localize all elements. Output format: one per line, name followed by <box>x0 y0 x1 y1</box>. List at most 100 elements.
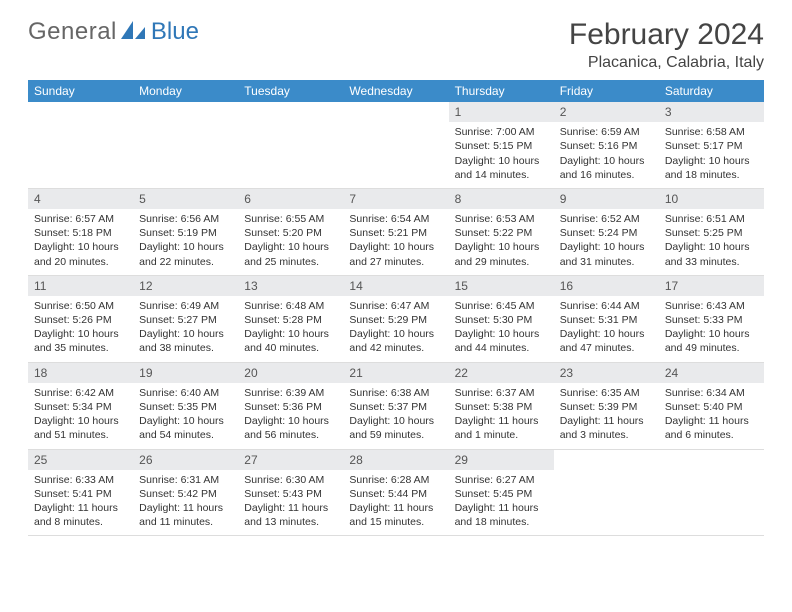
weekday-header: Wednesday <box>343 80 448 102</box>
calendar-cell: 3Sunrise: 6:58 AMSunset: 5:17 PMDaylight… <box>659 102 764 188</box>
daylight-text: Daylight: 11 hours and 8 minutes. <box>34 501 127 529</box>
day-body <box>659 454 764 516</box>
sunset-text: Sunset: 5:42 PM <box>139 487 232 501</box>
day-body: Sunrise: 6:56 AMSunset: 5:19 PMDaylight:… <box>133 209 238 275</box>
sunrise-text: Sunrise: 6:38 AM <box>349 386 442 400</box>
sunset-text: Sunset: 5:26 PM <box>34 313 127 327</box>
calendar-table: Sunday Monday Tuesday Wednesday Thursday… <box>28 80 764 536</box>
calendar-cell: 24Sunrise: 6:34 AMSunset: 5:40 PMDayligh… <box>659 362 764 449</box>
day-body: Sunrise: 6:55 AMSunset: 5:20 PMDaylight:… <box>238 209 343 275</box>
day-body: Sunrise: 6:42 AMSunset: 5:34 PMDaylight:… <box>28 383 133 449</box>
calendar-cell: 15Sunrise: 6:45 AMSunset: 5:30 PMDayligh… <box>449 275 554 362</box>
calendar-cell: 18Sunrise: 6:42 AMSunset: 5:34 PMDayligh… <box>28 362 133 449</box>
logo-sail-icon <box>121 18 147 46</box>
day-number: 12 <box>133 276 238 296</box>
sunset-text: Sunset: 5:40 PM <box>665 400 758 414</box>
daylight-text: Daylight: 10 hours and 38 minutes. <box>139 327 232 355</box>
calendar-cell: 5Sunrise: 6:56 AMSunset: 5:19 PMDaylight… <box>133 188 238 275</box>
sunrise-text: Sunrise: 6:47 AM <box>349 299 442 313</box>
daylight-text: Daylight: 10 hours and 16 minutes. <box>560 154 653 182</box>
sunrise-text: Sunrise: 6:59 AM <box>560 125 653 139</box>
location-subtitle: Placanica, Calabria, Italy <box>569 54 764 72</box>
day-body: Sunrise: 6:52 AMSunset: 5:24 PMDaylight:… <box>554 209 659 275</box>
sunrise-text: Sunrise: 6:44 AM <box>560 299 653 313</box>
sunset-text: Sunset: 5:18 PM <box>34 226 127 240</box>
calendar-cell: 22Sunrise: 6:37 AMSunset: 5:38 PMDayligh… <box>449 362 554 449</box>
day-body: Sunrise: 6:35 AMSunset: 5:39 PMDaylight:… <box>554 383 659 449</box>
logo-text-blue: Blue <box>151 18 199 46</box>
calendar-cell <box>659 449 764 536</box>
calendar-cell: 19Sunrise: 6:40 AMSunset: 5:35 PMDayligh… <box>133 362 238 449</box>
sunset-text: Sunset: 5:33 PM <box>665 313 758 327</box>
calendar-cell: 12Sunrise: 6:49 AMSunset: 5:27 PMDayligh… <box>133 275 238 362</box>
sunset-text: Sunset: 5:34 PM <box>34 400 127 414</box>
calendar-cell: 8Sunrise: 6:53 AMSunset: 5:22 PMDaylight… <box>449 188 554 275</box>
sunrise-text: Sunrise: 6:30 AM <box>244 473 337 487</box>
daylight-text: Daylight: 10 hours and 47 minutes. <box>560 327 653 355</box>
daylight-text: Daylight: 10 hours and 27 minutes. <box>349 240 442 268</box>
daylight-text: Daylight: 11 hours and 6 minutes. <box>665 414 758 442</box>
daylight-text: Daylight: 11 hours and 3 minutes. <box>560 414 653 442</box>
day-body: Sunrise: 6:40 AMSunset: 5:35 PMDaylight:… <box>133 383 238 449</box>
daylight-text: Daylight: 10 hours and 40 minutes. <box>244 327 337 355</box>
day-body: Sunrise: 6:28 AMSunset: 5:44 PMDaylight:… <box>343 470 448 536</box>
calendar-cell: 20Sunrise: 6:39 AMSunset: 5:36 PMDayligh… <box>238 362 343 449</box>
day-body: Sunrise: 6:49 AMSunset: 5:27 PMDaylight:… <box>133 296 238 362</box>
day-number: 26 <box>133 450 238 470</box>
sunrise-text: Sunrise: 6:39 AM <box>244 386 337 400</box>
weekday-header: Thursday <box>449 80 554 102</box>
sunset-text: Sunset: 5:36 PM <box>244 400 337 414</box>
daylight-text: Daylight: 10 hours and 54 minutes. <box>139 414 232 442</box>
day-number: 8 <box>449 189 554 209</box>
sunset-text: Sunset: 5:25 PM <box>665 226 758 240</box>
day-body: Sunrise: 6:51 AMSunset: 5:25 PMDaylight:… <box>659 209 764 275</box>
day-body: Sunrise: 6:45 AMSunset: 5:30 PMDaylight:… <box>449 296 554 362</box>
sunrise-text: Sunrise: 6:53 AM <box>455 212 548 226</box>
sunset-text: Sunset: 5:24 PM <box>560 226 653 240</box>
calendar-cell <box>343 102 448 188</box>
sunset-text: Sunset: 5:44 PM <box>349 487 442 501</box>
sunrise-text: Sunrise: 6:51 AM <box>665 212 758 226</box>
daylight-text: Daylight: 11 hours and 13 minutes. <box>244 501 337 529</box>
sunrise-text: Sunrise: 6:57 AM <box>34 212 127 226</box>
calendar-cell: 7Sunrise: 6:54 AMSunset: 5:21 PMDaylight… <box>343 188 448 275</box>
sunrise-text: Sunrise: 6:27 AM <box>455 473 548 487</box>
sunset-text: Sunset: 5:21 PM <box>349 226 442 240</box>
day-body <box>554 454 659 516</box>
sunset-text: Sunset: 5:16 PM <box>560 139 653 153</box>
sunrise-text: Sunrise: 6:37 AM <box>455 386 548 400</box>
sunrise-text: Sunrise: 6:31 AM <box>139 473 232 487</box>
day-number: 3 <box>659 102 764 122</box>
weekday-header: Saturday <box>659 80 764 102</box>
sunset-text: Sunset: 5:35 PM <box>139 400 232 414</box>
day-number: 28 <box>343 450 448 470</box>
weekday-header-row: Sunday Monday Tuesday Wednesday Thursday… <box>28 80 764 102</box>
day-body: Sunrise: 6:38 AMSunset: 5:37 PMDaylight:… <box>343 383 448 449</box>
day-body: Sunrise: 6:27 AMSunset: 5:45 PMDaylight:… <box>449 470 554 536</box>
calendar-cell: 14Sunrise: 6:47 AMSunset: 5:29 PMDayligh… <box>343 275 448 362</box>
daylight-text: Daylight: 10 hours and 44 minutes. <box>455 327 548 355</box>
daylight-text: Daylight: 10 hours and 59 minutes. <box>349 414 442 442</box>
daylight-text: Daylight: 10 hours and 18 minutes. <box>665 154 758 182</box>
day-body: Sunrise: 6:44 AMSunset: 5:31 PMDaylight:… <box>554 296 659 362</box>
sunset-text: Sunset: 5:20 PM <box>244 226 337 240</box>
day-number: 20 <box>238 363 343 383</box>
title-block: February 2024 Placanica, Calabria, Italy <box>569 18 764 72</box>
daylight-text: Daylight: 11 hours and 18 minutes. <box>455 501 548 529</box>
calendar-cell: 11Sunrise: 6:50 AMSunset: 5:26 PMDayligh… <box>28 275 133 362</box>
day-number: 10 <box>659 189 764 209</box>
day-number: 14 <box>343 276 448 296</box>
calendar-cell: 4Sunrise: 6:57 AMSunset: 5:18 PMDaylight… <box>28 188 133 275</box>
daylight-text: Daylight: 11 hours and 1 minute. <box>455 414 548 442</box>
sunset-text: Sunset: 5:43 PM <box>244 487 337 501</box>
day-body <box>133 106 238 168</box>
day-body: Sunrise: 6:33 AMSunset: 5:41 PMDaylight:… <box>28 470 133 536</box>
day-body: Sunrise: 6:31 AMSunset: 5:42 PMDaylight:… <box>133 470 238 536</box>
sunrise-text: Sunrise: 6:42 AM <box>34 386 127 400</box>
sunrise-text: Sunrise: 6:52 AM <box>560 212 653 226</box>
day-number: 17 <box>659 276 764 296</box>
day-number: 11 <box>28 276 133 296</box>
sunrise-text: Sunrise: 6:45 AM <box>455 299 548 313</box>
calendar-cell: 1Sunrise: 7:00 AMSunset: 5:15 PMDaylight… <box>449 102 554 188</box>
day-body <box>28 106 133 168</box>
